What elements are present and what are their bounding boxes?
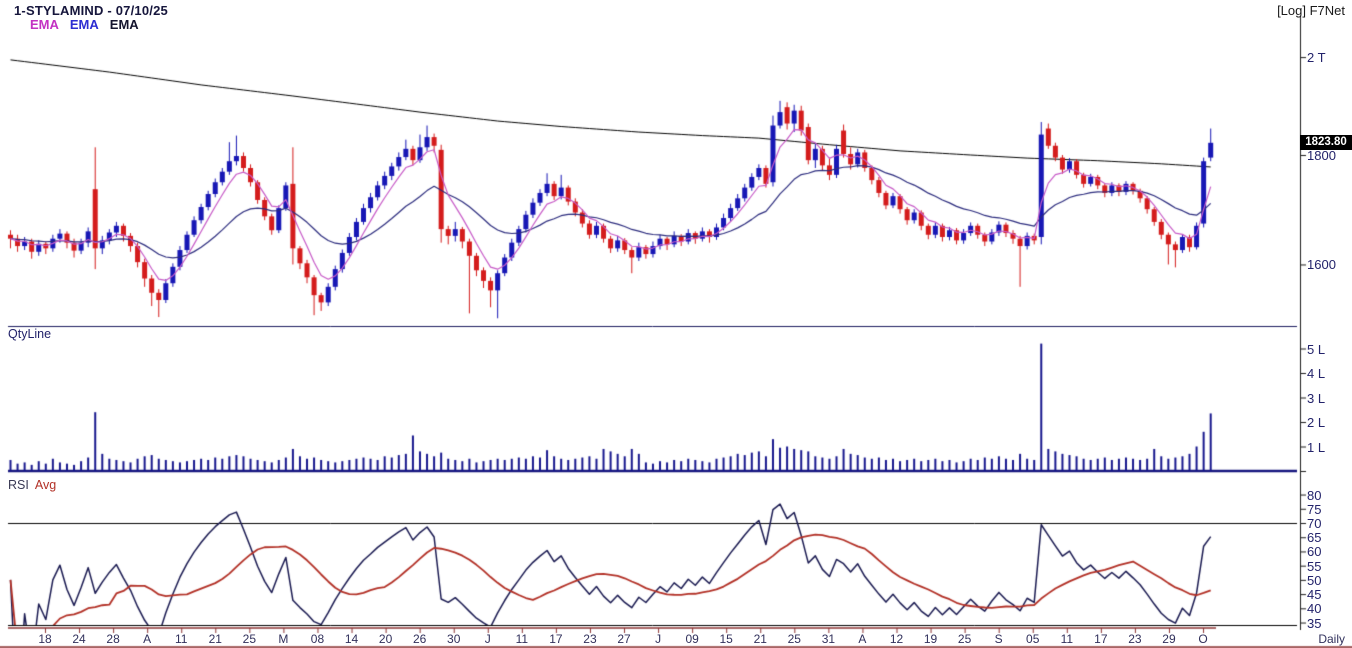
date-label: 31 <box>821 632 836 646</box>
date-label: O <box>1198 632 1208 646</box>
rsi-axis-tick-label: 45 <box>1307 587 1322 603</box>
volume-axis-tick-label: 4 L <box>1307 366 1326 381</box>
date-label: 23 <box>583 632 597 646</box>
date-label: 12 <box>889 632 904 646</box>
volume-panel-label: QtyLine <box>8 327 52 341</box>
date-label: 29 <box>1162 632 1176 646</box>
date-label: 11 <box>175 632 188 646</box>
rsi-label: RSI <box>8 478 29 492</box>
date-label: 21 <box>753 632 767 646</box>
date-label: 25 <box>787 632 801 646</box>
last-price-badge: 1823.80 <box>1300 135 1352 150</box>
volume-axis-tick-label: 1 L <box>1307 439 1326 455</box>
date-label: 28 <box>106 632 120 646</box>
date-label: 25 <box>957 632 972 646</box>
date-label: J <box>655 632 662 646</box>
rsi-axis-tick-label: 70 <box>1307 516 1322 531</box>
rsi-axis-tick-label: 75 <box>1307 501 1322 517</box>
volume-axis-tick-label: 5 L <box>1307 341 1326 357</box>
date-label: 18 <box>38 632 52 646</box>
date-label: 14 <box>344 632 359 646</box>
price-axis-tick-label: 2 T <box>1307 50 1326 66</box>
price-axis-tick-label: 1800 <box>1307 148 1336 163</box>
date-label: M <box>278 632 289 646</box>
date-label: 15 <box>719 632 733 646</box>
date-label: 26 <box>412 632 427 646</box>
rsi-axis-tick-label: 80 <box>1307 487 1322 503</box>
ema-legend: EMA EMA EMA <box>30 16 150 34</box>
date-label: S <box>994 632 1003 646</box>
volume-axis-tick-label: 2 L <box>1307 415 1326 430</box>
rsi-panel-labels: RSI Avg <box>8 476 56 494</box>
date-label: 11 <box>1060 632 1074 646</box>
scale-mode-label: [Log] F7Net <box>1277 3 1345 18</box>
ema-long-legend-label: EMA <box>109 17 139 32</box>
date-label: 24 <box>72 632 86 646</box>
date-label: 09 <box>685 632 699 646</box>
rsi-axis-tick-label: 40 <box>1307 601 1322 617</box>
rsi-axis-tick-label: 60 <box>1307 544 1322 560</box>
ema-slow-legend-label: EMA <box>69 17 99 32</box>
date-label: 05 <box>1026 632 1040 646</box>
date-label: 30 <box>447 632 461 646</box>
date-label: 27 <box>617 632 631 646</box>
date-label: 17 <box>1094 632 1108 646</box>
date-label: J <box>484 632 491 646</box>
price-axis-tick-label: 1600 <box>1307 257 1336 273</box>
date-label: 11 <box>515 632 529 646</box>
date-label: 21 <box>208 632 222 646</box>
rsi-axis-tick-label: 50 <box>1307 572 1322 588</box>
date-label: A <box>143 632 152 646</box>
ema-fast-legend-label: EMA <box>30 17 59 32</box>
rsi-axis-tick-label: 55 <box>1307 558 1322 574</box>
date-label: 08 <box>310 632 325 646</box>
timeframe-label: Daily <box>1318 632 1345 646</box>
date-label: 23 <box>1128 632 1142 646</box>
volume-axis-tick-label: 3 L <box>1307 390 1326 406</box>
rsi-axis-tick-label: 65 <box>1307 530 1322 546</box>
date-label: A <box>858 632 867 646</box>
date-label: 19 <box>923 632 938 646</box>
date-label: 20 <box>378 632 393 646</box>
date-label: 25 <box>242 632 257 646</box>
rsi-avg-label: Avg <box>34 478 57 492</box>
symbol-title: 1-STYLAMIND - 07/10/25 <box>14 3 168 18</box>
date-label: 17 <box>549 632 563 646</box>
rsi-axis-tick-label: 35 <box>1307 615 1322 631</box>
